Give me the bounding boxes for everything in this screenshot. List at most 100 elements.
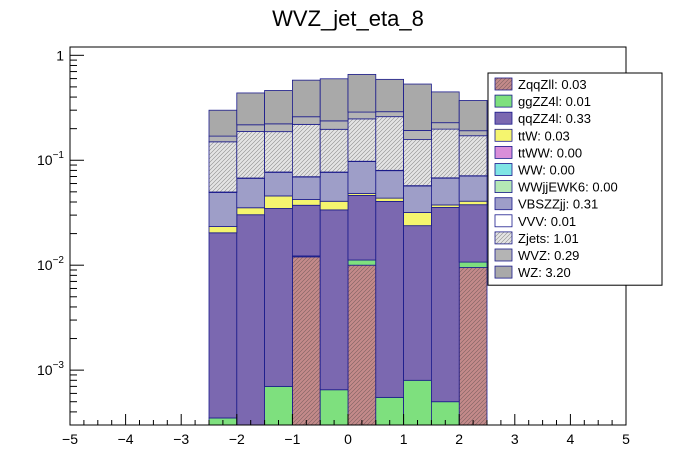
bar-hatch-Zjets-7 [403, 139, 432, 186]
bar-VBSZZjj-0 [208, 192, 238, 227]
x-tick-label: −2 [229, 431, 245, 447]
legend-label-Zjets: Zjets: 1.01 [518, 231, 579, 246]
legend-swatch-hatch-ZqqZll [495, 78, 512, 90]
x-tick-label: −1 [284, 431, 300, 447]
bar-WZ-2 [264, 90, 293, 125]
bar-ggZZ4l-5 [347, 259, 377, 266]
legend-label-ZqqZll: ZqqZll: 0.03 [518, 77, 587, 92]
legend-label-WVZ: WVZ: 0.29 [518, 248, 579, 263]
bar-ttW-3 [291, 199, 321, 206]
bar-VBSZZjj-3 [291, 176, 321, 200]
legend-label-VVV: VVV: 0.01 [518, 214, 576, 229]
legend-label-WWjjEWK6: WWjjEWK6: 0.00 [518, 180, 618, 195]
bar-WZ-8 [430, 91, 460, 124]
bar-ttW-9 [458, 200, 488, 206]
bar-ttW-6 [375, 197, 404, 202]
bar-ttW-0 [208, 226, 238, 234]
bar-hatch-Zjets-3 [292, 124, 321, 177]
axes-layer: −5 −4 −3 −2 −1 0 1 2 3 4 5 10−3 10−2 10−1 1 [37, 47, 630, 447]
bar-VBSZZjj-1 [236, 177, 266, 209]
legend-swatch-WZ [494, 265, 513, 279]
bar-qqZZ4l-8 [430, 207, 460, 403]
bar-VBSZZjj-6 [375, 170, 404, 199]
bar-VBSZZjj-5 [347, 161, 377, 194]
bar-hatch-Zjets-9 [459, 135, 487, 176]
bar-WZ-0 [208, 109, 238, 137]
bar-hatch-Zjets-1 [236, 131, 265, 178]
bar-WVZ-4 [319, 120, 349, 130]
legend-swatch-VBSZZjj [494, 197, 513, 211]
legend-label-qqZZ4l: qqZZ4l: 0.33 [518, 111, 591, 126]
bar-WZ-4 [319, 78, 349, 122]
chart-title: WVZ_jet_eta_8 [272, 6, 424, 31]
bar-qqZZ4l-6 [375, 200, 404, 398]
bar-hatch-ZqqZll-9 [459, 267, 487, 425]
y-tick-label: 1 [56, 47, 64, 63]
bar-VBSZZjj-2 [264, 171, 293, 197]
bar-WVZ-6 [375, 111, 404, 118]
bar-hatch-Zjets-0 [209, 141, 237, 192]
bar-hatch-Zjets-5 [348, 118, 376, 162]
legend-swatch-WVZ [494, 248, 513, 262]
bar-WZ-9 [458, 100, 488, 132]
legend-label-VBSZZjj: VBSZZjj: 0.31 [518, 197, 598, 212]
legend-swatch-qqZZ4l [494, 111, 513, 125]
bar-WVZ-7 [403, 130, 432, 141]
bar-hatch-Zjets-4 [320, 129, 348, 173]
bar-VBSZZjj-8 [430, 177, 460, 206]
bar-WVZ-9 [458, 130, 488, 137]
bar-WVZ-5 [347, 111, 377, 120]
bar-qqZZ4l-7 [403, 225, 432, 381]
y-tick-label: 10−3 [37, 360, 64, 378]
bar-hatch-Zjets-2 [264, 131, 293, 172]
legend-swatch-ttWW [494, 145, 513, 159]
x-tick-label: −3 [173, 431, 189, 447]
bar-VBSZZjj-4 [319, 171, 349, 202]
bar-hatch-ZqqZll-3 [292, 256, 321, 425]
legend: ZqqZll: 0.03 ggZZ4l: 0.01 qqZZ4l: 0.33 ttW:… [487, 72, 663, 286]
bar-qqZZ4l-5 [347, 195, 377, 261]
y-tick-label: 10−1 [37, 150, 64, 168]
bar-ggZZ4l-4 [319, 389, 349, 426]
bar-ttW-7 [403, 212, 432, 227]
bar-qqZZ4l-9 [458, 204, 488, 263]
y-tick-label: 10−2 [37, 255, 64, 273]
legend-swatch-ggZZ4l [494, 94, 513, 108]
bar-ttW-4 [319, 200, 349, 211]
bar-qqZZ4l-4 [319, 209, 349, 391]
legend-swatch-WW [494, 163, 513, 176]
bar-ggZZ4l-9 [458, 261, 488, 268]
bar-WZ-3 [291, 79, 321, 118]
legend-label-ttW: ttW: 0.03 [518, 128, 570, 143]
bars-layer [208, 73, 488, 426]
legend-label-WZ: WZ: 3.20 [518, 265, 571, 280]
bar-ggZZ4l-2 [264, 385, 293, 426]
legend-label-ggZZ4l: ggZZ4l: 0.01 [518, 94, 591, 109]
bar-qqZZ4l-2 [264, 208, 293, 387]
bar-qqZZ4l-3 [291, 204, 321, 257]
bar-WZ-6 [375, 78, 404, 113]
legend-box [487, 72, 663, 286]
bar-VBSZZjj-9 [458, 175, 488, 202]
bar-WZ-5 [347, 73, 377, 113]
x-tick-label: 4 [567, 431, 575, 447]
bar-qqZZ4l-1 [236, 214, 266, 426]
legend-label-WW: WW: 0.00 [518, 163, 575, 178]
bar-WVZ-0 [208, 135, 238, 143]
bar-ggZZ4l-7 [403, 379, 432, 426]
x-tick-label: −4 [118, 431, 134, 447]
bar-WZ-1 [236, 92, 266, 126]
bar-hatch-Zjets-6 [375, 116, 404, 171]
bar-VBSZZjj-7 [403, 185, 432, 213]
bar-WZ-7 [403, 83, 432, 131]
bar-ttW-2 [264, 195, 293, 209]
legend-label-ttWW: ttWW: 0.00 [518, 145, 582, 160]
bar-hatch-ZqqZll-5 [348, 265, 376, 425]
bar-WVZ-3 [291, 116, 321, 125]
legend-swatch-WWjjEWK6 [494, 180, 513, 194]
bar-qqZZ4l-0 [208, 232, 238, 419]
legend-swatch-VVV [494, 214, 513, 228]
bar-WVZ-1 [236, 124, 266, 132]
bar-WVZ-2 [264, 123, 293, 133]
